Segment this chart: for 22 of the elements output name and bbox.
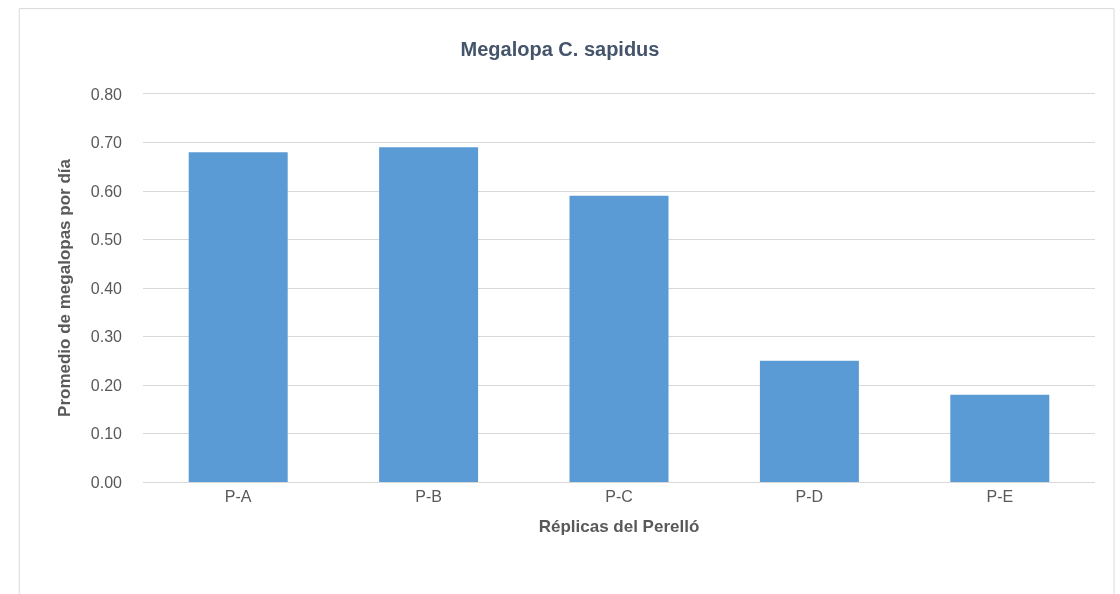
y-tick-label: 0.10 (90, 425, 123, 443)
y-tick-label: 0.70 (90, 134, 123, 152)
y-axis-title: Promedio de megalopas por día (55, 158, 75, 417)
bar (950, 394, 1050, 482)
y-tick-label: 0.60 (90, 182, 123, 200)
bar (379, 147, 479, 482)
bar (569, 195, 669, 482)
bar (759, 360, 859, 482)
x-axis-title: Réplicas del Perelló (538, 516, 700, 536)
y-tick-label: 0.80 (90, 85, 123, 103)
bar (188, 152, 288, 482)
y-tick-label: 0.00 (90, 473, 123, 491)
y-tick-label: 0.50 (90, 231, 123, 249)
x-tick-label: P-E (986, 488, 1014, 506)
x-tick-label: P-D (795, 488, 824, 506)
x-tick-label: P-C (605, 488, 633, 506)
y-tick-label: 0.20 (90, 376, 123, 394)
x-tick-label: P-B (415, 488, 442, 506)
x-tick-label: P-A (224, 488, 252, 506)
chart-title: Megalopa C. sapidus (460, 37, 660, 60)
y-tick-label: 0.40 (90, 279, 123, 297)
y-tick-label: 0.30 (90, 328, 123, 346)
